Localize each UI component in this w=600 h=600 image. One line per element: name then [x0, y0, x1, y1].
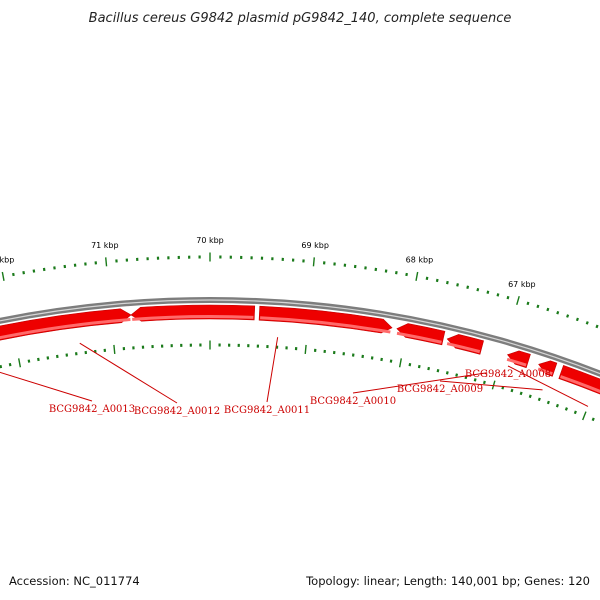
outer-major-tick — [415, 271, 419, 281]
inner-minor-tick — [564, 407, 568, 411]
gene-arrow-shading — [132, 315, 254, 321]
gene-label: BCG9842_A0012 — [134, 406, 220, 417]
map-title: Bacillus cereus G9842 plasmid pG9842_140… — [89, 11, 512, 26]
summary-text: Topology: linear; Length: 140,001 bp; Ge… — [305, 574, 590, 588]
outer-minor-tick — [566, 314, 570, 318]
inner-minor-tick — [445, 371, 449, 375]
gene-label-leader — [352, 372, 488, 394]
inner-major-tick — [582, 411, 587, 421]
outer-minor-tick — [435, 278, 439, 283]
inner-minor-tick — [427, 366, 431, 371]
inner-minor-tick — [37, 357, 40, 362]
outer-minor-tick — [526, 301, 530, 306]
outer-minor-tick — [595, 324, 599, 329]
outer-minor-tick — [546, 307, 550, 312]
inner-minor-tick — [519, 391, 523, 396]
inner-minor-tick — [380, 357, 383, 362]
backbone-track — [0, 297, 600, 377]
accession-text: Accession: NC_011774 — [9, 574, 140, 588]
gene-label: BCG9842_A0009 — [397, 384, 483, 395]
gene-arrow-shading — [446, 342, 481, 354]
inner-minor-tick — [408, 362, 412, 367]
inner-minor-tick — [464, 375, 468, 380]
outer-major-tick — [516, 295, 520, 305]
gene-label-leader — [507, 365, 589, 407]
outer-major-tick — [1, 271, 5, 281]
gene-label-leader — [0, 371, 93, 402]
outer-minor-tick — [575, 317, 579, 322]
inner-major-tick — [18, 358, 22, 368]
gene-label: BCG9842_A0010 — [310, 396, 396, 407]
inner-minor-tick — [482, 380, 486, 385]
inner-minor-tick — [473, 378, 477, 382]
gene-label-leader — [266, 337, 279, 403]
inner-minor-tick — [591, 417, 595, 422]
inner-major-tick — [398, 358, 402, 368]
ruler-tick-label: 72 kbp — [0, 256, 14, 265]
inner-minor-tick — [573, 410, 577, 415]
gene-arrow-shading — [506, 357, 527, 367]
gene-label: BCG9842_A0011 — [224, 405, 310, 416]
gene-arrow-shading — [560, 375, 600, 394]
inner-minor-tick — [510, 388, 514, 393]
outer-minor-tick — [22, 271, 25, 275]
backbone-highlight — [0, 299, 600, 375]
gene-label: BCG9842_A0008 — [465, 369, 551, 380]
inner-minor-tick — [0, 364, 3, 369]
inner-minor-tick — [27, 359, 31, 363]
outer-minor-tick — [585, 321, 589, 325]
inner-minor-tick — [555, 403, 559, 408]
outer-minor-tick — [466, 285, 470, 289]
inner-minor-tick — [455, 373, 459, 377]
inner-minor-tick — [436, 368, 440, 373]
gene-label-leader — [439, 380, 543, 391]
inner-minor-tick — [546, 400, 550, 405]
outer-minor-tick — [446, 280, 449, 285]
outer-minor-tick — [486, 290, 490, 294]
gene-label: BCG9842_A0013 — [49, 404, 135, 415]
gene-label-leader — [79, 342, 178, 404]
gene-arrow-shading — [0, 318, 131, 340]
outer-minor-tick — [476, 287, 480, 292]
gene-arrow-shading — [537, 367, 553, 376]
inner-major-tick — [304, 344, 307, 355]
ruler-tick-label: 71 kbp — [91, 241, 119, 250]
outer-major-tick — [105, 257, 108, 267]
gene-track — [0, 304, 600, 395]
outer-minor-tick — [12, 272, 15, 277]
inner-major-tick — [491, 380, 496, 390]
ruler-tick-label: 68 kbp — [406, 256, 434, 265]
ruler-tick-label: 69 kbp — [301, 241, 329, 250]
outer-minor-tick — [556, 310, 560, 315]
inner-minor-tick — [537, 397, 541, 402]
outer-minor-tick — [395, 271, 398, 275]
outer-minor-tick — [425, 276, 429, 281]
outer-minor-tick — [536, 304, 540, 309]
outer-major-tick — [312, 257, 315, 267]
outer-minor-tick — [405, 272, 408, 277]
inner-minor-tick — [8, 362, 12, 367]
inner-major-tick — [113, 344, 116, 355]
gene-arrow-shading — [260, 316, 391, 334]
inner-ruler — [0, 340, 595, 422]
inner-minor-tick — [389, 359, 393, 363]
outer-minor-tick — [456, 283, 459, 287]
inner-minor-tick — [417, 364, 421, 369]
ruler-tick-label: 70 kbp — [196, 236, 224, 245]
outer-minor-tick — [496, 293, 500, 297]
inner-minor-tick — [528, 394, 532, 399]
ruler-tick-label: 67 kbp — [508, 280, 536, 289]
outer-minor-tick — [506, 295, 510, 300]
gene-arrow-shading — [396, 331, 442, 344]
